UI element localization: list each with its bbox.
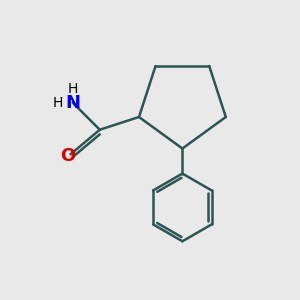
Text: H: H <box>52 96 63 110</box>
Text: N: N <box>65 94 80 112</box>
Text: H: H <box>68 82 78 96</box>
Text: O: O <box>61 147 76 165</box>
